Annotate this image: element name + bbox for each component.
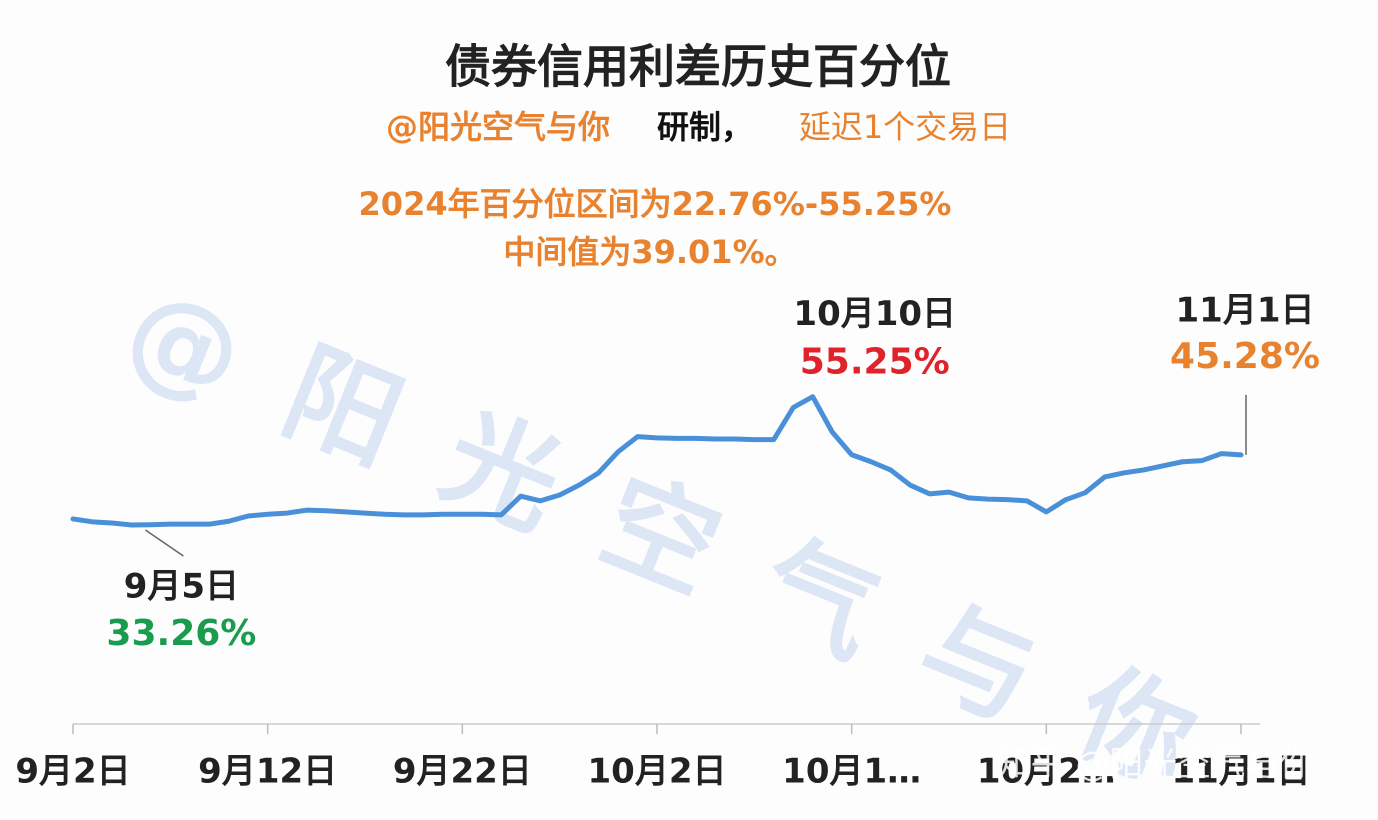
x-tick-label: 9月22日 (393, 752, 532, 792)
x-tick-label: 10月1… (782, 752, 921, 792)
site-watermark: 知乎 @阳光空气与你 (997, 745, 1314, 785)
value-label: 45.28% (1170, 336, 1320, 377)
x-tick-label: 9月2日 (15, 752, 130, 792)
x-tick-label: 10月2日 (588, 752, 727, 792)
subtitle-made: 研制， (657, 108, 753, 146)
x-tick-label: 11月1日 (1172, 752, 1311, 792)
subtitle-author: @阳光空气与你 (386, 108, 610, 146)
data-line (70, 394, 1244, 528)
value-label: 55.25% (800, 342, 950, 383)
subtitle-delay: 延迟1个交易日 (799, 108, 1011, 146)
x-tick-label: 9月12日 (198, 752, 337, 792)
note: 中间值为39.01%。 (503, 233, 796, 271)
note: 2024年百分位区间为22.76%-55.25% (359, 185, 952, 223)
x-tick-label: 10月2… (977, 752, 1116, 792)
annotation-date: 10月10日 (793, 294, 956, 334)
annotation-date: 9月5日 (124, 566, 239, 606)
value-label: 33.26% (106, 613, 256, 654)
chart-title: 债券信用利差历史百分位 (445, 40, 951, 94)
annotation-date: 11月1日 (1176, 290, 1315, 330)
leader-line (144, 529, 184, 557)
